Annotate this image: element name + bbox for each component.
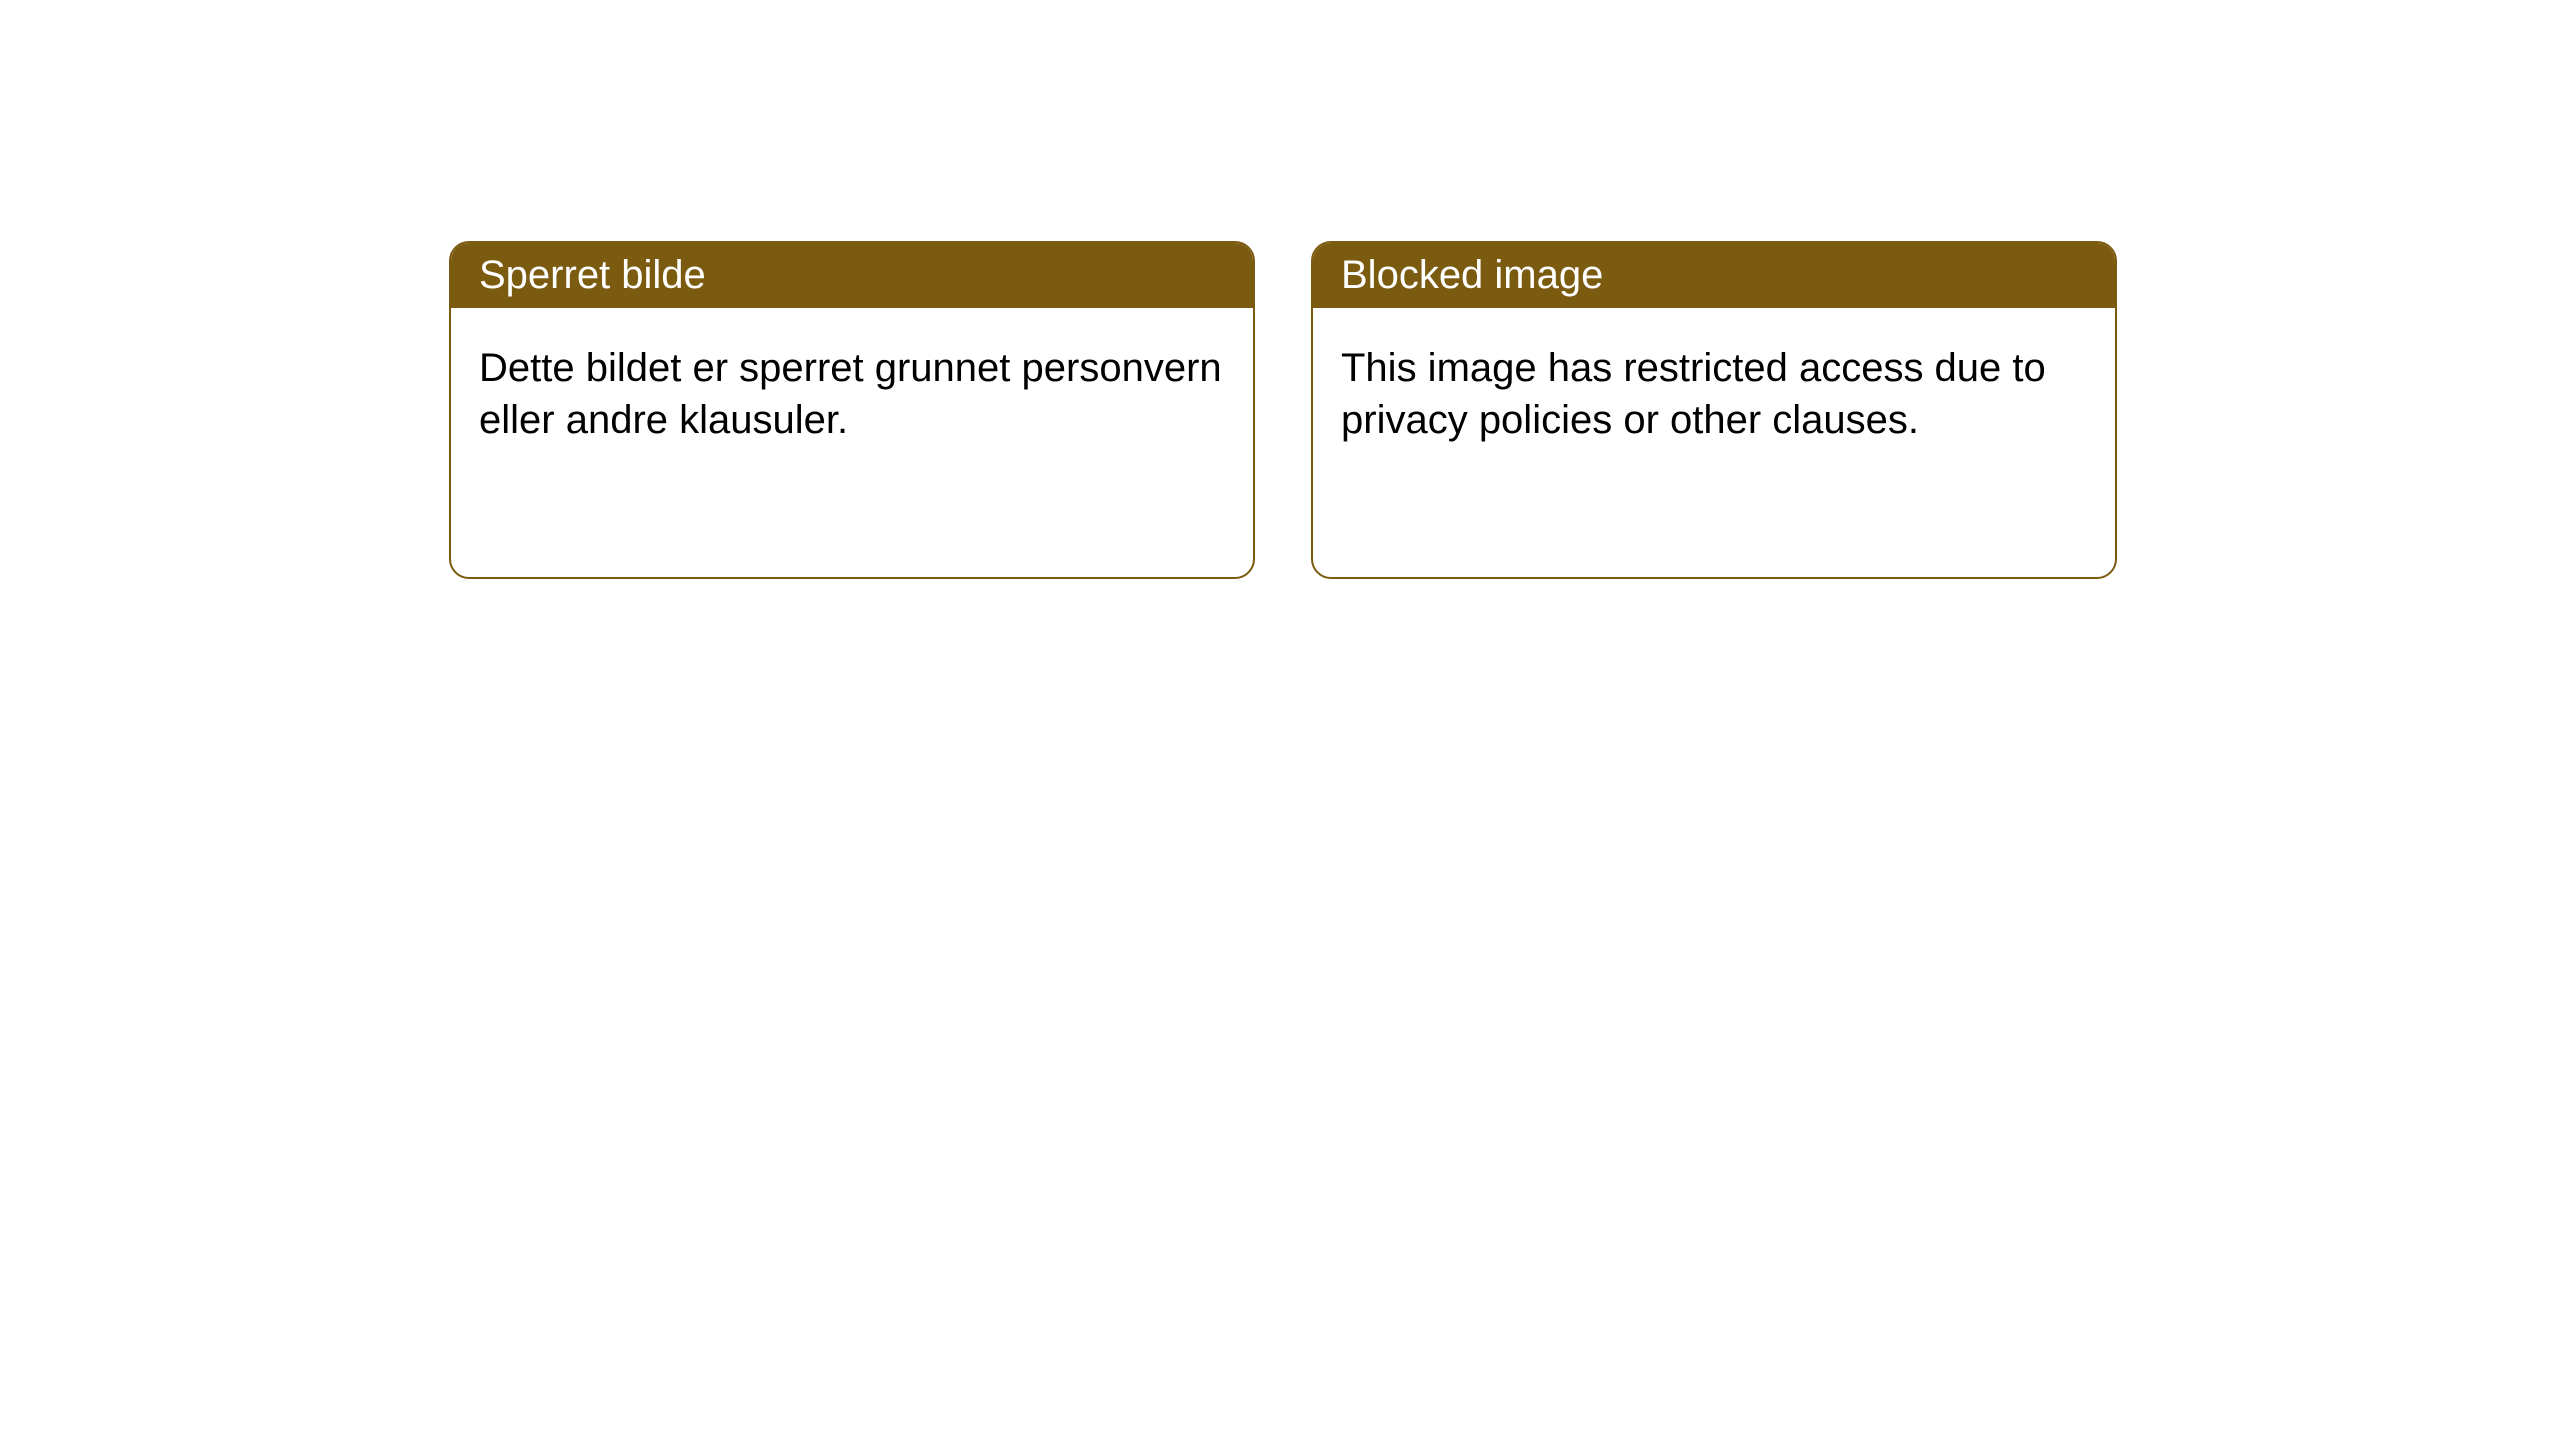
card-body-text: This image has restricted access due to … [1341, 346, 2046, 442]
notice-cards-container: Sperret bilde Dette bildet er sperret gr… [449, 241, 2117, 579]
card-body: Dette bildet er sperret grunnet personve… [451, 308, 1253, 480]
card-body: This image has restricted access due to … [1313, 308, 2115, 480]
card-body-text: Dette bildet er sperret grunnet personve… [479, 346, 1222, 442]
card-title: Sperret bilde [479, 253, 706, 297]
card-header: Blocked image [1313, 243, 2115, 308]
card-header: Sperret bilde [451, 243, 1253, 308]
card-title: Blocked image [1341, 253, 1603, 297]
notice-card-english: Blocked image This image has restricted … [1311, 241, 2117, 579]
notice-card-norwegian: Sperret bilde Dette bildet er sperret gr… [449, 241, 1255, 579]
